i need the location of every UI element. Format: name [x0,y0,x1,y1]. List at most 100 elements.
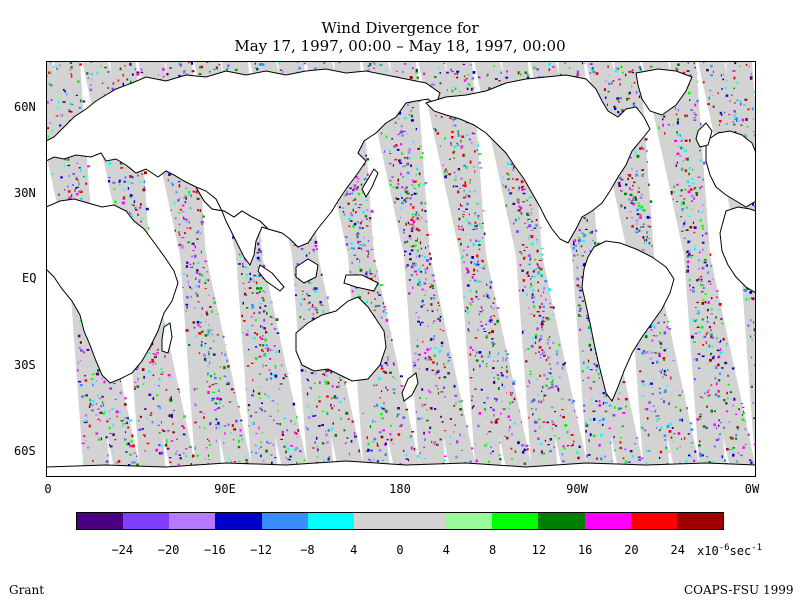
speckle-dot [503,70,506,73]
speckle-dot [135,460,139,463]
speckle-dot [538,346,542,349]
speckle-dot [177,199,180,202]
speckle-dot [484,416,487,418]
speckle-dot [546,341,549,345]
speckle-dot [374,420,377,423]
speckle-dot [424,438,426,442]
speckle-dot [477,287,480,291]
speckle-dot [359,242,363,246]
speckle-dot [178,399,181,402]
speckle-dot [529,204,532,206]
speckle-dot [490,446,492,449]
speckle-dot [218,412,220,416]
speckle-dot [552,66,555,68]
speckle-dot [112,383,116,385]
speckle-dot [261,374,264,377]
speckle-dot [382,302,385,305]
speckle-dot [323,455,326,458]
speckle-dot [327,457,330,461]
speckle-dot [602,402,604,405]
speckle-dot [353,184,357,187]
speckle-dot [400,207,402,210]
speckle-dot [311,306,314,308]
speckle-dot [462,228,464,232]
speckle-dot [349,185,351,187]
speckle-dot [101,82,104,84]
speckle-dot [620,434,623,438]
speckle-dot [464,181,467,184]
speckle-dot [462,184,465,187]
speckle-dot [112,82,115,85]
speckle-dot [78,346,81,349]
speckle-dot [102,401,104,404]
speckle-dot [174,229,176,232]
speckle-dot [68,109,70,111]
speckle-dot [152,397,155,400]
speckle-dot [114,439,117,441]
speckle-dot [107,446,110,448]
speckle-dot [194,291,197,295]
speckle-dot [422,434,425,437]
speckle-dot [372,455,374,458]
speckle-dot [244,288,246,290]
speckle-dot [97,393,99,397]
speckle-dot [533,227,537,229]
speckle-dot [490,319,493,322]
speckle-dot [624,397,628,401]
speckle-dot [361,227,364,229]
speckle-dot [255,275,258,278]
speckle-dot [270,454,273,456]
speckle-dot [142,188,146,192]
speckle-dot [178,181,181,183]
speckle-dot [349,220,353,222]
speckle-dot [612,414,616,417]
speckle-dot [450,144,453,146]
speckle-dot [86,347,88,349]
speckle-dot [557,388,560,392]
speckle-dot [256,256,260,260]
speckle-dot [414,213,417,217]
speckle-dot [79,99,82,103]
speckle-dot [194,445,196,448]
speckle-dot [118,184,121,186]
speckle-dot [377,291,379,294]
speckle-dot [297,429,299,432]
speckle-dot [583,356,586,360]
speckle-dot [346,223,349,226]
speckle-dot [476,261,479,264]
speckle-dot [346,190,348,193]
speckle-dot [574,65,577,68]
speckle-dot [369,217,372,220]
speckle-dot [79,189,81,192]
speckle-dot [148,361,152,364]
speckle-dot [453,405,456,407]
speckle-dot [125,418,128,420]
speckle-dot [454,402,458,404]
speckle-dot [67,164,71,167]
speckle-dot [158,432,161,434]
speckle-dot [95,403,98,405]
speckle-dot [365,450,368,453]
speckle-dot [136,73,140,76]
speckle-dot [477,263,480,266]
speckle-dot [468,221,470,224]
speckle-dot [186,296,188,299]
speckle-dot [173,202,176,205]
speckle-dot [466,202,469,206]
speckle-dot [251,324,254,327]
speckle-dot [395,197,397,200]
speckle-dot [129,68,131,72]
speckle-dot [550,406,554,409]
speckle-dot [528,380,530,383]
speckle-dot [122,189,125,191]
speckle-dot [269,358,272,360]
speckle-dot [389,406,392,409]
speckle-dot [408,157,412,160]
speckle-dot [182,71,186,74]
speckle-dot [264,290,266,293]
speckle-dot [508,407,510,410]
speckle-dot [418,353,421,356]
speckle-dot [218,401,221,405]
speckle-dot [101,377,103,380]
speckle-dot [65,171,67,174]
